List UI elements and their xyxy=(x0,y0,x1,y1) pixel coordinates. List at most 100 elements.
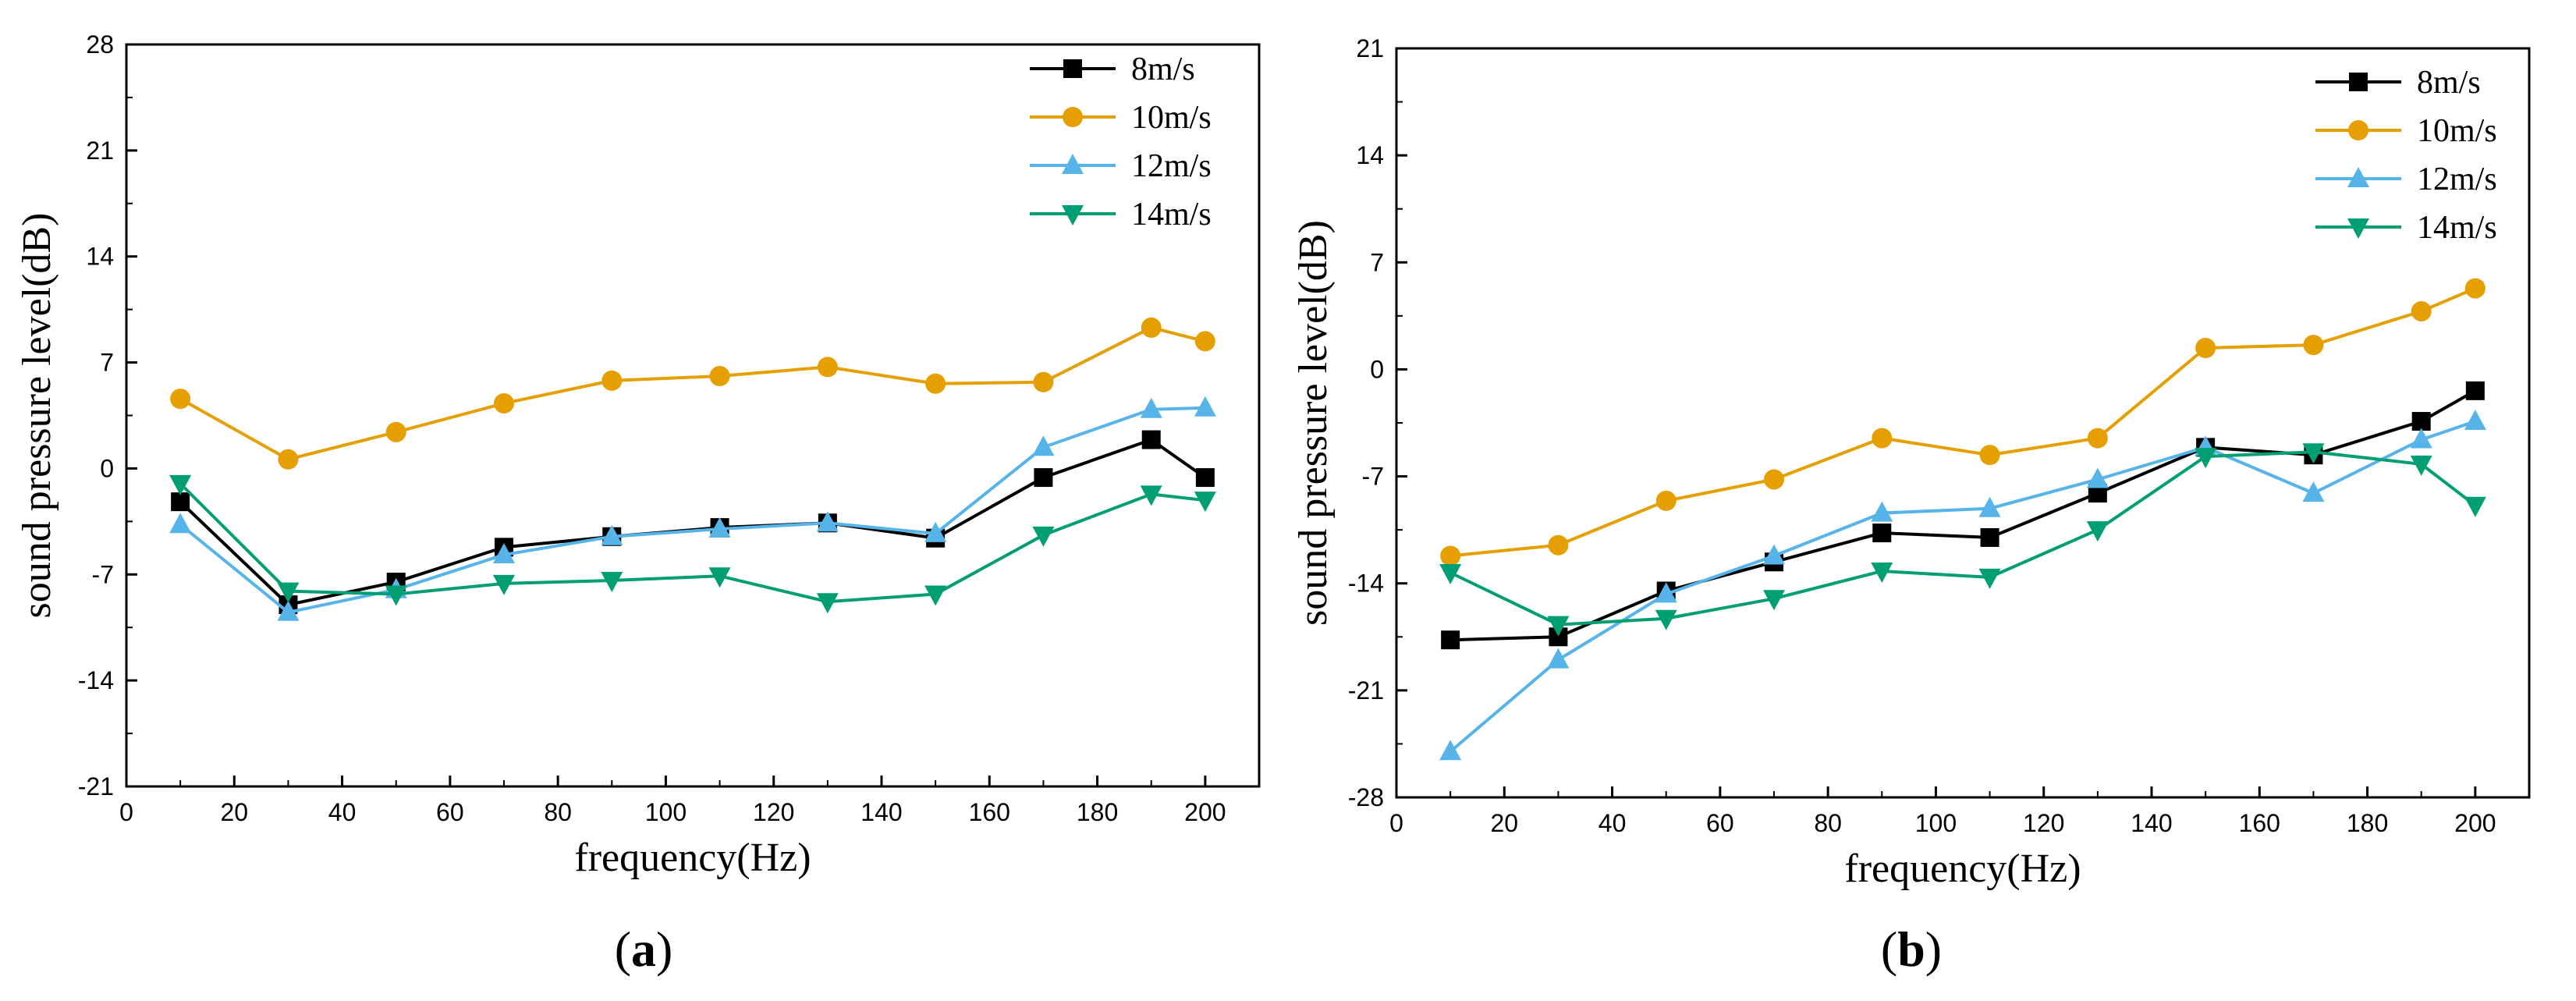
y-tick-label: 0 xyxy=(100,454,114,482)
data-point xyxy=(171,492,190,512)
x-tick-label: 140 xyxy=(860,798,902,826)
data-point xyxy=(2464,496,2486,517)
data-point xyxy=(601,370,623,391)
y-tick-label: -21 xyxy=(1348,676,1384,705)
data-point xyxy=(1655,609,1677,630)
data-point xyxy=(1033,371,1054,392)
y-tick-label: -7 xyxy=(92,560,114,588)
y-tick-label: 21 xyxy=(86,137,114,165)
data-point xyxy=(1980,527,1999,547)
data-point xyxy=(169,513,192,534)
y-tick-label: 0 xyxy=(1370,355,1384,383)
series-line-8m/s xyxy=(179,438,1207,607)
chart-panel-a: 0 20 40 60 80 100 120 140 160 180 200 -21 -14 -7 0 7 14 2… xyxy=(15,30,1261,880)
x-tick-label: 40 xyxy=(1598,809,1627,837)
caption-a: (a) xyxy=(615,921,673,977)
data-point xyxy=(817,357,838,378)
caption-open-paren: ( xyxy=(1881,921,1897,977)
data-point xyxy=(1763,590,1785,611)
x-tick-label: 160 xyxy=(2239,809,2280,837)
data-point xyxy=(708,517,731,538)
data-point xyxy=(2410,428,2432,449)
data-point xyxy=(1872,524,1892,543)
data-point xyxy=(1979,445,2000,466)
data-point xyxy=(278,449,299,470)
data-point xyxy=(816,511,839,532)
legend-label: 8m/s xyxy=(1131,51,1195,87)
legend-label: 12m/s xyxy=(1131,148,1212,184)
data-point xyxy=(1141,317,1162,338)
data-point xyxy=(1195,468,1215,488)
data-point xyxy=(2195,338,2216,358)
data-point xyxy=(2087,428,2108,449)
caption-letter-a: a xyxy=(631,921,656,977)
x-tick-label: 200 xyxy=(2454,809,2496,837)
data-point xyxy=(1441,630,1460,650)
data-point xyxy=(2411,412,2431,431)
x-tick-label: 180 xyxy=(2347,809,2388,837)
y-tick-label: 14 xyxy=(1356,141,1384,169)
legend-label: 12m/s xyxy=(2417,162,2497,197)
x-tick-label: 0 xyxy=(119,798,133,826)
data-point xyxy=(709,366,730,387)
y-tick-label: -21 xyxy=(78,772,114,800)
legend-marker xyxy=(2347,167,2369,187)
data-point xyxy=(1548,534,1569,556)
series-line-10m/s xyxy=(179,325,1206,461)
data-point xyxy=(816,593,839,614)
data-point xyxy=(1194,331,1215,352)
data-point xyxy=(494,392,514,414)
x-tick-label: 180 xyxy=(1077,798,1118,826)
legend-label: 14m/s xyxy=(1131,197,1212,233)
data-point xyxy=(2086,467,2109,488)
series-line-12m/s xyxy=(1449,420,2476,753)
x-tick-label: 200 xyxy=(1184,798,1226,826)
data-point xyxy=(1871,501,1893,522)
legend-marker xyxy=(2347,218,2369,239)
data-point xyxy=(1140,485,1162,506)
legend-label: 14m/s xyxy=(2417,210,2497,246)
data-point xyxy=(2303,335,2324,356)
x-tick-label: 80 xyxy=(1814,809,1842,837)
data-point xyxy=(1764,469,1784,490)
x-tick-label: 100 xyxy=(645,798,687,826)
data-point xyxy=(1547,616,1570,637)
data-point xyxy=(601,572,623,593)
data-point xyxy=(1194,492,1216,513)
data-point xyxy=(708,567,731,588)
chart-panel-b: 0 20 40 60 80 100 120 140 160 180 200 -28 -21 -14 -7 0 7… xyxy=(1291,34,2531,891)
data-point xyxy=(1763,544,1785,565)
data-point xyxy=(2195,448,2217,469)
data-point xyxy=(924,585,947,606)
legend-label: 10m/s xyxy=(2417,113,2497,149)
x-tick-label: 160 xyxy=(969,798,1010,826)
data-point xyxy=(1032,435,1055,456)
data-point xyxy=(385,421,406,442)
data-point xyxy=(2302,443,2325,464)
data-point xyxy=(277,600,300,621)
caption-b: (b) xyxy=(1881,921,1942,977)
y-tick-label: -7 xyxy=(1362,463,1384,491)
plot-frame xyxy=(1395,47,2531,799)
data-point xyxy=(1439,740,1462,761)
data-point xyxy=(1978,568,2001,589)
x-tick-label: 120 xyxy=(753,798,794,826)
legend-marker xyxy=(1063,107,1083,127)
plot-frame xyxy=(125,43,1261,788)
data-point xyxy=(925,373,946,394)
legend-marker xyxy=(1062,154,1084,174)
data-point xyxy=(2464,410,2486,431)
legend-marker xyxy=(2349,73,2368,91)
x-tick-label: 60 xyxy=(436,798,464,826)
data-point xyxy=(924,521,947,542)
x-tick-label: 40 xyxy=(328,798,357,826)
data-point xyxy=(385,585,407,606)
y-tick-label: 28 xyxy=(86,30,114,59)
data-point xyxy=(1978,496,2001,517)
x-tick-label: 20 xyxy=(1490,809,1518,837)
y-tick-label: 21 xyxy=(1356,34,1384,62)
caption-open-paren: ( xyxy=(615,921,631,977)
x-tick-label: 20 xyxy=(220,798,248,826)
data-point xyxy=(2410,455,2432,476)
